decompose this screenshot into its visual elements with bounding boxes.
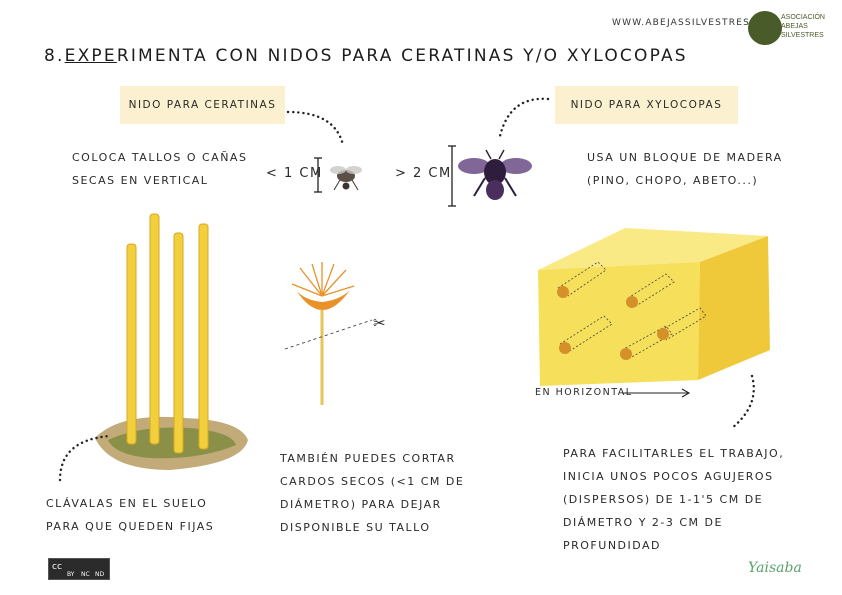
text-line: CARDOS SECOS (<1 CM DE bbox=[280, 475, 465, 488]
stems-instructions: CLÁVALAS EN EL SUELO PARA QUE QUEDEN FIJ… bbox=[46, 492, 214, 538]
logo-text: ASOCIACIÓN ABEJAS SILVESTRES bbox=[781, 13, 825, 40]
title-prefix: 8. bbox=[44, 46, 65, 66]
wood-block-icon bbox=[538, 228, 770, 386]
text-line: DISPONIBLE SU TALLO bbox=[280, 521, 431, 534]
text-line: DIÁMETRO Y 2-3 CM DE bbox=[563, 516, 723, 529]
text-line: CLÁVALAS EN EL SUELO bbox=[46, 497, 208, 510]
cc-license-badge[interactable]: cc BY NC ND bbox=[48, 558, 110, 580]
label-ceratinas: NIDO PARA CERATINAS bbox=[120, 86, 285, 124]
dotted-arrow-ceratina bbox=[286, 110, 345, 147]
measure-small: < 1 CM bbox=[266, 166, 323, 181]
ceratina-bee-icon bbox=[330, 166, 362, 191]
scissors-icon: ✂ bbox=[373, 314, 386, 332]
title-underlined: EXPE bbox=[64, 46, 117, 66]
thistle-instructions: TAMBIÉN PUEDES CORTAR CARDOS SECOS (<1 C… bbox=[280, 447, 464, 539]
xylocopa-bee-icon bbox=[458, 149, 532, 200]
small-bracket-icon bbox=[314, 157, 322, 193]
hole-icon bbox=[559, 342, 571, 354]
text-line: SECAS EN VERTICAL bbox=[72, 174, 209, 187]
block-instructions: PARA FACILITARLES EL TRABAJO, INICIA UNO… bbox=[563, 442, 784, 557]
large-bracket-icon bbox=[448, 145, 456, 207]
measure-large: > 2 CM bbox=[395, 166, 452, 181]
text-line: PARA QUE QUEDEN FIJAS bbox=[46, 520, 215, 533]
dotted-arrow-xylocopa bbox=[498, 97, 550, 138]
logo-line-3: SILVESTRES bbox=[781, 32, 824, 39]
text-line: TAMBIÉN PUEDES CORTAR bbox=[280, 452, 456, 465]
bee-logo-icon bbox=[748, 11, 782, 45]
artist-signature: Yaisaba bbox=[748, 560, 802, 576]
text-line: USA UN BLOQUE DE MADERA bbox=[587, 151, 783, 164]
hole-icon bbox=[620, 348, 632, 360]
horizontal-arrow-icon bbox=[622, 388, 691, 398]
website-url: WWW.ABEJASSILVESTRES.ES bbox=[612, 18, 768, 28]
label-xylocopas: NIDO PARA XYLOCOPAS bbox=[555, 86, 738, 124]
badge-nd: ND bbox=[95, 571, 105, 578]
badge-nc: NC bbox=[81, 571, 90, 578]
logo-line-1: ASOCIACIÓN bbox=[781, 14, 825, 21]
thistle-icon bbox=[291, 262, 355, 405]
cut-line bbox=[284, 319, 373, 350]
text-line: COLOCA TALLOS O CAÑAS bbox=[72, 151, 248, 164]
hole-icon bbox=[626, 296, 638, 308]
text-line: PROFUNDIDAD bbox=[563, 539, 662, 552]
title-rest: RIMENTA CON NIDOS PARA CERATINAS Y/O XYL… bbox=[116, 46, 688, 66]
hole-icon bbox=[657, 328, 669, 340]
cc-icon: cc bbox=[52, 562, 62, 572]
xylocopas-instructions: USA UN BLOQUE DE MADERA (PINO, CHOPO, AB… bbox=[587, 146, 783, 192]
text-line: INICIA UNOS POCOS AGUJEROS bbox=[563, 470, 774, 483]
hole-icon bbox=[557, 286, 569, 298]
dotted-arrow-stems bbox=[58, 434, 112, 482]
logo-line-2: ABEJAS bbox=[781, 23, 808, 30]
stems-icon bbox=[126, 213, 209, 454]
ceratinas-instructions: COLOCA TALLOS O CAÑAS SECAS EN VERTICAL bbox=[72, 146, 247, 192]
text-line: (DISPERSOS) DE 1-1'5 CM DE bbox=[563, 493, 764, 506]
badge-by: BY bbox=[67, 571, 75, 578]
text-line: PARA FACILITARLES EL TRABAJO, bbox=[563, 447, 785, 460]
dotted-arrow-block bbox=[730, 374, 755, 430]
text-line: (PINO, CHOPO, ABETO...) bbox=[587, 174, 759, 187]
page-title: 8.EXPERIMENTA CON NIDOS PARA CERATINAS Y… bbox=[44, 46, 688, 66]
text-line: DIÁMETRO) PARA DEJAR bbox=[280, 498, 442, 511]
horizontal-label: EN HORIZONTAL bbox=[535, 387, 633, 398]
